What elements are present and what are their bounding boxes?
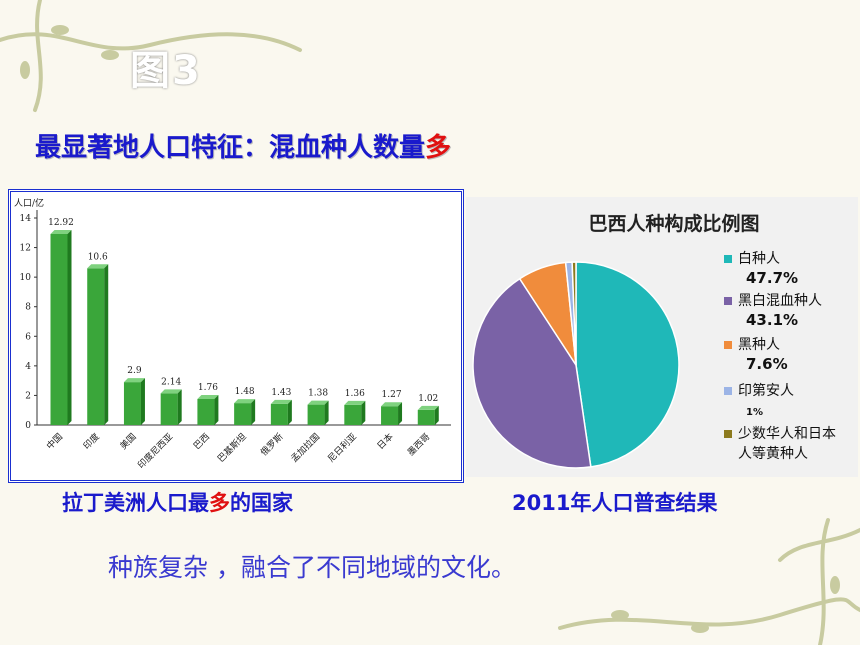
pie-chart-panel: 巴西人种构成比例图白种人 47.7% 黑白混血种人 43.1% 黑种人 7.6% 印第安人 1… (466, 197, 858, 477)
bar-side-face (324, 400, 329, 425)
y-tick-label: 14 (20, 214, 32, 224)
bar-4 (197, 398, 215, 425)
x-category-label: 孟加拉国 (288, 431, 322, 465)
bar-value-label: 1.76 (198, 383, 218, 393)
bar-value-label: 1.27 (382, 390, 402, 400)
pie-slice-1 (472, 277, 592, 469)
bar-top-face (270, 399, 292, 404)
pie-title: 巴西人种构成比例图 (588, 212, 759, 235)
subtitle-emphasis: 多 (425, 133, 452, 163)
caption-left-part1: 拉丁美洲人口最 (62, 491, 209, 515)
caption-left: 拉丁美洲人口最多的国家 (62, 487, 293, 517)
bar-value-label: 2.9 (127, 366, 142, 376)
caption-right: 2011年人口普查结果 (512, 491, 718, 515)
bar-10 (417, 409, 435, 425)
caption-left-emphasis: 多 (209, 491, 230, 515)
x-category-label: 巴基斯坦 (215, 431, 249, 465)
x-category-label: 印度 (81, 431, 102, 452)
bar-top-face (381, 402, 403, 407)
legend-name: 白种人 (738, 251, 780, 267)
bar-side-face (434, 405, 439, 425)
legend-value: 7.6% (746, 355, 788, 373)
legend-swatch-3 (724, 387, 732, 395)
bar-1 (87, 268, 105, 425)
bar-0 (50, 233, 68, 425)
bar-side-face (140, 378, 145, 425)
x-category-label: 俄罗斯 (258, 431, 286, 459)
bar-top-face (160, 389, 182, 394)
population-bar-chart: 人口/亿 0 2 4 6 8 10 12 14 12.92 中国 10.6 印度 2.9 美国 2.14 印度尼… (14, 197, 451, 471)
legend-swatch-1 (724, 297, 732, 305)
bar-top-face (197, 394, 219, 399)
bar-value-label: 10.6 (88, 252, 108, 262)
bar-9 (381, 406, 399, 425)
bar-value-label: 1.36 (345, 389, 365, 399)
slide-title: 图3 (130, 48, 202, 94)
bar-side-face (67, 229, 72, 425)
bar-side-face (214, 394, 219, 425)
y-tick-label: 12 (20, 244, 31, 254)
legend-name: 黑种人 (738, 337, 780, 353)
x-category-label: 巴西 (192, 431, 213, 452)
bottom-text: 种族复杂 ，融合了不同地域的文化。 (108, 553, 516, 582)
bar-chart-frame: 人口/亿 0 2 4 6 8 10 12 14 12.92 中国 10.6 印度 2.9 美国 2.14 印度尼… (8, 189, 464, 483)
bar-5 (234, 403, 252, 425)
bar-side-face (104, 264, 109, 425)
y-axis-label: 人口/亿 (14, 197, 44, 209)
legend-name: 少数华人和日本 (738, 426, 836, 442)
legend-swatch-0 (724, 255, 732, 263)
bar-top-face (50, 229, 72, 234)
x-category-label: 尼日利亚 (325, 431, 359, 465)
bar-top-face (234, 399, 256, 404)
bar-value-label: 1.43 (271, 388, 291, 398)
bar-value-label: 1.48 (235, 387, 255, 397)
pie-slice-0 (575, 261, 680, 468)
legend-value: 1% (746, 407, 763, 418)
y-tick-label: 10 (20, 273, 32, 283)
bar-value-label: 12.92 (48, 218, 74, 228)
legend-value: 43.1% (746, 311, 798, 329)
legend-swatch-2 (724, 341, 732, 349)
legend-name-cont: 人等黄种人 (738, 445, 808, 462)
bar-2 (123, 382, 141, 425)
y-tick-label: 6 (25, 332, 31, 342)
bar-side-face (177, 389, 182, 425)
subtitle: 最显著地人口特征：混血种人数量多 (35, 127, 451, 164)
bar-value-label: 2.14 (161, 377, 181, 387)
x-category-label: 墨西哥 (406, 431, 433, 458)
bar-top-face (307, 400, 329, 405)
x-category-label: 日本 (374, 431, 395, 452)
bar-value-label: 1.02 (418, 394, 438, 404)
legend-name: 印第安人 (738, 382, 794, 399)
bar-6 (270, 403, 288, 425)
legend-swatch-4 (724, 430, 732, 438)
y-tick-label: 4 (25, 362, 31, 372)
legend-name: 黑白混血种人 (738, 293, 822, 309)
legend-value: 47.7% (746, 269, 798, 287)
bar-7 (307, 404, 325, 425)
subtitle-main: 最显著地人口特征：混血种人数量 (35, 133, 426, 163)
pie-slice-4 (571, 261, 577, 366)
bar-side-face (361, 400, 366, 425)
bar-side-face (251, 399, 256, 425)
x-category-label: 美国 (117, 431, 138, 452)
y-tick-label: 0 (25, 421, 31, 431)
y-tick-label: 2 (25, 391, 31, 401)
bar-side-face (398, 402, 403, 425)
bar-3 (160, 393, 178, 425)
y-tick-label: 8 (25, 303, 31, 313)
bar-top-face (417, 405, 439, 410)
bar-value-label: 1.38 (308, 389, 328, 399)
caption-left-part2: 的国家 (230, 491, 293, 515)
bar-side-face (287, 399, 292, 425)
bar-top-face (87, 264, 109, 269)
bar-top-face (344, 400, 366, 405)
bar-8 (344, 404, 362, 425)
bar-top-face (123, 378, 145, 383)
x-category-label: 中国 (44, 431, 65, 452)
x-category-label: 印度尼西亚 (135, 431, 175, 471)
